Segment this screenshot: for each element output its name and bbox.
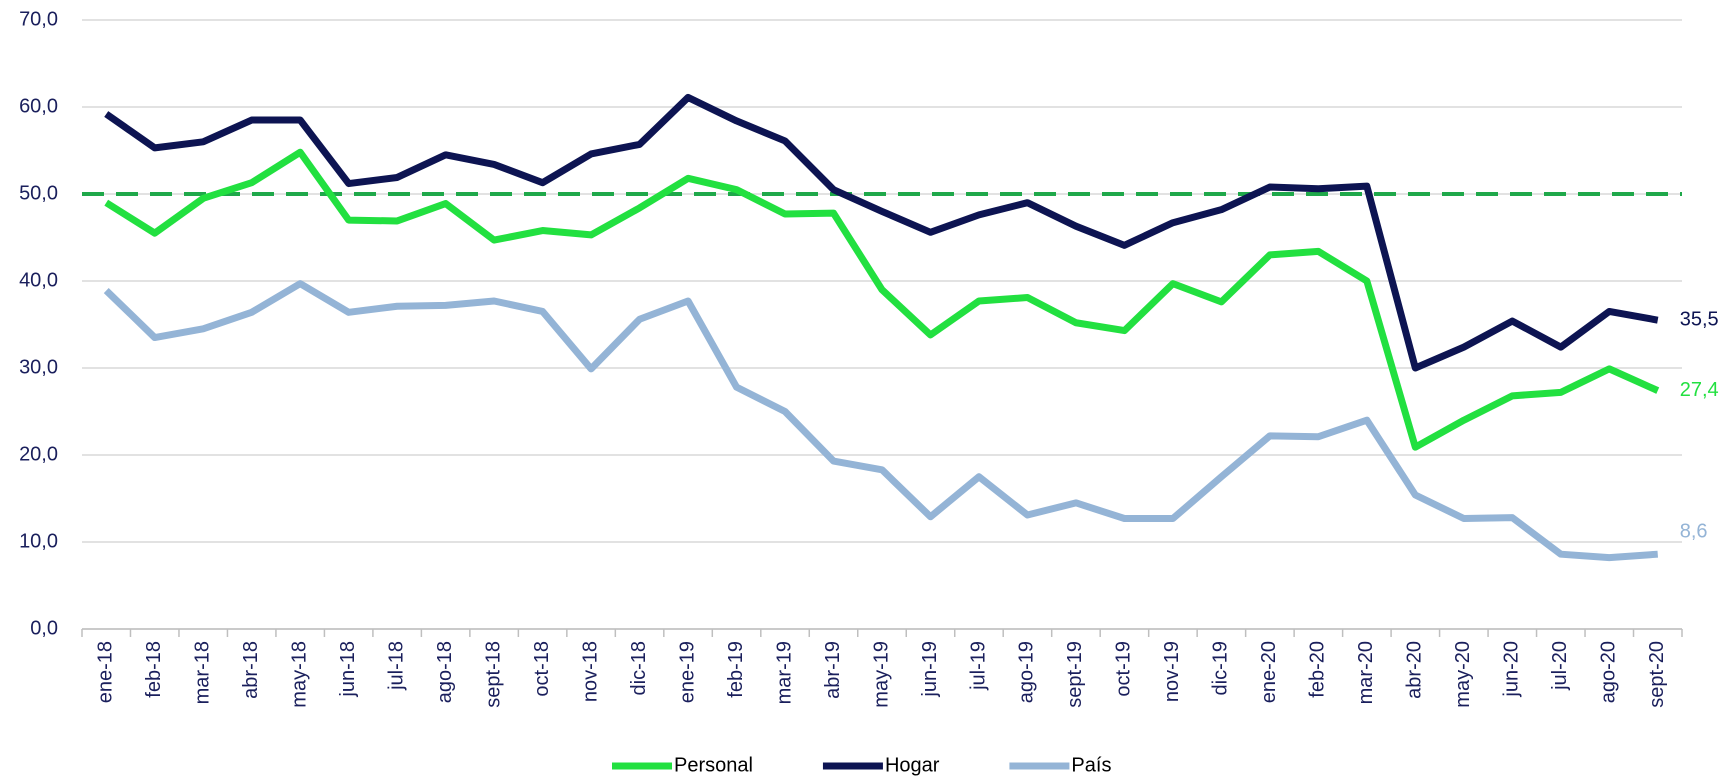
x-tick-label: may-20: [1452, 641, 1474, 708]
x-tick-label: dic-19: [1210, 641, 1232, 695]
x-tick-label: abr-19: [822, 641, 844, 699]
x-tick-label: mar-19: [773, 641, 795, 704]
y-tick-label: 0,0: [30, 617, 58, 639]
x-tick-label: oct-18: [531, 641, 553, 697]
data-label: 35,5: [1680, 308, 1719, 330]
x-tick-label: sept-19: [1064, 641, 1086, 708]
series-line: [104, 148, 1660, 451]
x-tick-label: ene-18: [95, 641, 117, 703]
x-tick-label: oct-19: [1113, 641, 1135, 697]
x-tick-label: may-19: [870, 641, 892, 708]
x-tick-label: ago-20: [1598, 641, 1620, 703]
y-tick-label: 10,0: [19, 530, 58, 552]
x-tick-label: jul-18: [385, 641, 407, 691]
legend-label: Personal: [674, 754, 753, 776]
x-tick-label: dic-18: [628, 641, 650, 695]
y-tick-label: 50,0: [19, 182, 58, 204]
y-tick-label: 40,0: [19, 269, 58, 291]
series-line: [104, 93, 1659, 372]
y-tick-label: 60,0: [19, 95, 58, 117]
x-tick-label: abr-20: [1404, 641, 1426, 699]
legend-label: País: [1071, 754, 1111, 776]
x-tick-label: ago-19: [1016, 641, 1038, 703]
data-label: 8,6: [1680, 520, 1708, 542]
x-tick-label: ago-18: [434, 641, 456, 703]
data-label: 27,4: [1680, 379, 1719, 401]
x-tick-label: may-18: [288, 641, 310, 708]
legend-label: Hogar: [885, 754, 940, 776]
x-tick-label: jul-19: [967, 641, 989, 691]
legend-item: País: [1009, 754, 1111, 776]
x-tick-label: jun-20: [1501, 641, 1523, 698]
x-tick-label: feb-20: [1307, 641, 1329, 698]
x-tick-label: ene-19: [676, 641, 698, 703]
x-tick-label: mar-20: [1355, 641, 1377, 704]
series-line: [103, 280, 1659, 562]
y-tick-label: 20,0: [19, 443, 58, 465]
x-tick-label: nov-19: [1161, 641, 1183, 702]
x-tick-label: sept-20: [1646, 641, 1668, 708]
x-tick-label: jun-18: [337, 641, 359, 698]
x-tick-label: feb-18: [143, 641, 165, 698]
y-tick-label: 30,0: [19, 356, 58, 378]
y-tick-label: 70,0: [19, 8, 58, 30]
x-tick-label: ene-20: [1258, 641, 1280, 703]
x-tick-label: feb-19: [725, 641, 747, 698]
x-tick-label: jun-19: [919, 641, 941, 698]
x-tick-label: mar-18: [191, 641, 213, 704]
legend-item: Hogar: [822, 754, 940, 776]
x-tick-label: nov-18: [579, 641, 601, 702]
x-tick-label: sept-18: [482, 641, 504, 708]
x-tick-label: abr-18: [240, 641, 262, 699]
x-tick-label: jul-20: [1549, 641, 1571, 691]
legend-item: Personal: [612, 754, 753, 776]
